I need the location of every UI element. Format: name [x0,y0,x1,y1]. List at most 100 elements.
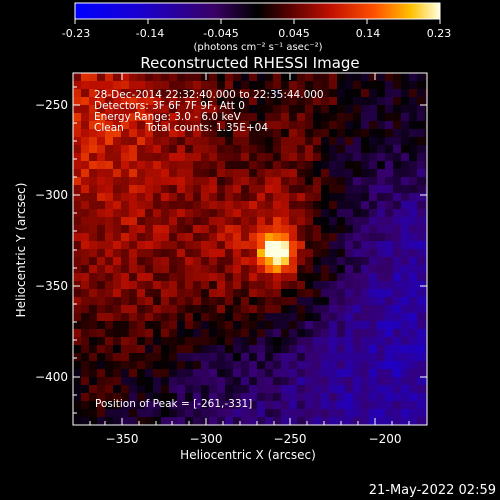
image-pixel [393,361,402,370]
image-pixel [97,177,106,186]
image-pixel [377,385,386,394]
image-pixel [129,313,138,322]
image-pixel [345,273,354,282]
image-pixel [361,321,370,330]
image-pixel [185,217,194,226]
image-pixel [289,73,298,82]
image-pixel [353,177,362,186]
image-pixel [297,321,306,330]
image-pixel [89,273,98,282]
image-pixel [161,393,170,402]
image-pixel [417,129,426,138]
image-pixel [377,345,386,354]
image-pixel [257,313,266,322]
image-pixel [337,273,346,282]
image-pixel [209,297,218,306]
image-pixel [137,233,146,242]
image-pixel [409,233,418,242]
image-pixel [169,201,178,210]
image-pixel [409,153,418,162]
image-pixel [265,265,274,274]
image-pixel [241,401,250,410]
image-pixel [361,209,370,218]
image-pixel [97,361,106,370]
image-pixel [73,233,82,242]
image-pixel [393,161,402,170]
image-pixel [201,145,210,154]
image-pixel [169,361,178,370]
image-pixel [241,297,250,306]
image-pixel [337,369,346,378]
image-pixel [329,273,338,282]
image-pixel [233,409,242,418]
image-pixel [345,113,354,122]
image-pixel [129,257,138,266]
image-pixel [337,377,346,386]
image-pixel [361,257,370,266]
image-pixel [249,209,258,218]
image-pixel [385,273,394,282]
image-pixel [249,377,258,386]
image-pixel [369,113,378,122]
image-pixel [209,193,218,202]
image-pixel [409,105,418,114]
image-pixel [105,73,114,82]
image-pixel [281,209,290,218]
image-pixel [313,385,322,394]
image-pixel [377,305,386,314]
image-pixel [113,321,122,330]
image-pixel [201,193,210,202]
image-pixel [113,217,122,226]
image-pixel [193,289,202,298]
image-pixel [425,361,427,370]
image-pixel [297,153,306,162]
image-pixel [345,257,354,266]
image-pixel [177,217,186,226]
image-pixel [305,169,314,178]
image-pixel [73,409,82,418]
image-pixel [193,233,202,242]
image-pixel [361,417,370,425]
image-pixel [177,81,186,90]
image-pixel [257,97,266,106]
image-pixel [169,417,178,425]
image-pixel [377,233,386,242]
image-pixel [233,393,242,402]
image-pixel [425,233,427,242]
image-pixel [145,169,154,178]
image-pixel [321,97,330,106]
image-pixel [265,361,274,370]
image-pixel [137,201,146,210]
image-pixel [361,177,370,186]
image-pixel [217,417,226,425]
image-pixel [177,281,186,290]
image-pixel [353,289,362,298]
image-pixel [297,313,306,322]
image-pixel [105,313,114,322]
image-pixel [121,161,130,170]
image-pixel [265,321,274,330]
image-pixel [377,361,386,370]
image-pixel [425,177,427,186]
image-pixel [217,81,226,90]
image-pixel [385,345,394,354]
image-pixel [305,361,314,370]
image-pixel [225,321,234,330]
image-pixel [393,153,402,162]
image-pixel [73,353,82,362]
image-pixel [305,129,314,138]
image-pixel [425,105,427,114]
image-pixel [233,193,242,202]
image-pixel [217,353,226,362]
image-pixel [289,297,298,306]
image-pixel [241,153,250,162]
image-pixel [401,217,410,226]
image-pixel [217,177,226,186]
image-pixel [289,169,298,178]
image-pixel [233,113,242,122]
image-pixel [265,281,274,290]
image-pixel [241,361,250,370]
image-pixel [249,161,258,170]
image-pixel [281,329,290,338]
image-pixel [217,225,226,234]
